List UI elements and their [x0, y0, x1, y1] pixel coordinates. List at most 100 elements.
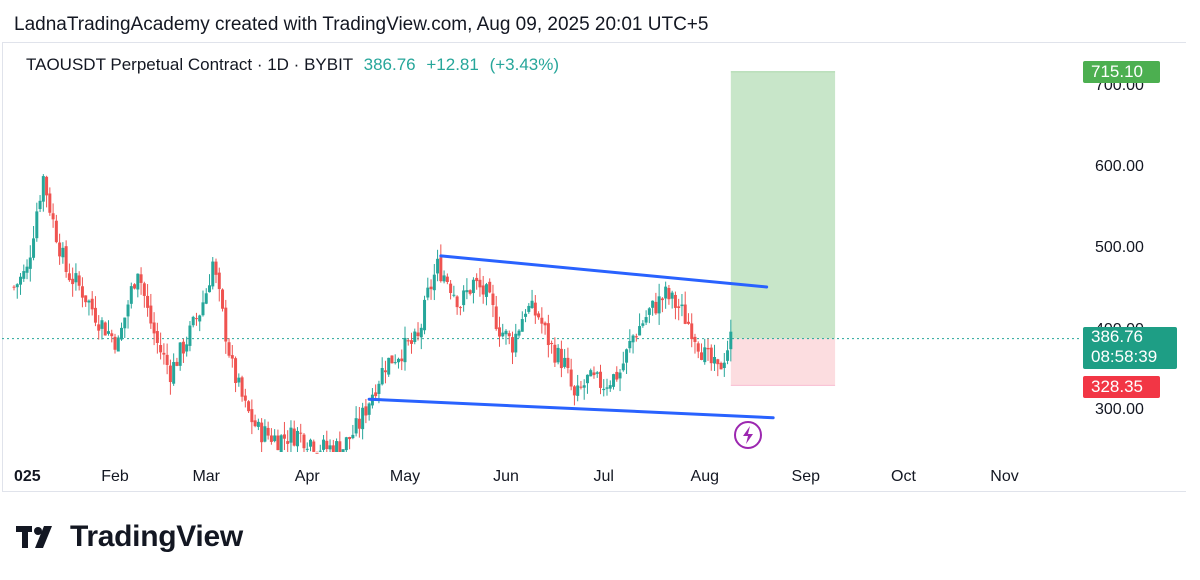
candle-body [331, 445, 335, 452]
candle-body [540, 317, 544, 324]
candle-body [481, 285, 485, 295]
candle-body [234, 358, 238, 384]
candle-body [45, 176, 49, 196]
candle-body [335, 441, 339, 452]
candle-body [686, 321, 690, 324]
candle-body [90, 298, 94, 310]
target-price-tag: 715.10 [1083, 61, 1160, 83]
candle-body [97, 324, 101, 331]
candle-body [638, 326, 642, 336]
candle-body [61, 247, 65, 258]
candle-body [497, 327, 501, 337]
y-tick-label: 500.00 [1095, 239, 1144, 256]
candle-body [410, 340, 414, 344]
candle-body [354, 418, 358, 434]
candle-body [289, 427, 293, 443]
candle-body [491, 293, 495, 306]
candle-body [589, 370, 593, 377]
candle-body [572, 386, 576, 396]
candle-body [618, 372, 622, 379]
x-tick-label: 025 [14, 468, 41, 485]
candle-body [699, 352, 703, 360]
candle-body [74, 273, 78, 283]
candle-body [501, 332, 505, 337]
candle-body [237, 377, 241, 383]
candle-body [113, 336, 117, 350]
candle-body [478, 279, 482, 288]
symbol-title[interactable]: TAOUSDT Perpetual Contract · 1D · BYBIT [26, 55, 353, 74]
candle-body [110, 333, 114, 337]
candle-body [116, 337, 120, 352]
candle-body [423, 299, 427, 331]
candle-body [696, 343, 700, 352]
candle-body [142, 283, 146, 296]
candle-body [221, 289, 225, 309]
current-price-text: 386.76 [1091, 327, 1143, 346]
candle-body [77, 275, 81, 286]
price-change: +12.81 [426, 55, 479, 74]
candle-body [514, 333, 518, 353]
candle-body [576, 385, 580, 396]
candle-body [38, 200, 42, 210]
candle-body [507, 333, 511, 337]
candle-body [703, 347, 707, 363]
candle-body [546, 323, 550, 346]
x-tick-label: May [390, 468, 420, 485]
lightning-bolt-icon [743, 426, 753, 444]
candle-body [634, 336, 638, 338]
candle-body [260, 422, 264, 443]
candle-body [194, 318, 198, 320]
candle-body [393, 362, 397, 364]
stop-price-tag: 328.35 [1083, 376, 1160, 398]
candle-body [54, 220, 58, 243]
candle-body [592, 372, 596, 376]
candle-body [32, 238, 36, 258]
candle-body [344, 437, 348, 451]
candle-body [475, 277, 479, 282]
candle-body [299, 432, 303, 434]
candle-body [364, 406, 368, 416]
candle-body [706, 347, 710, 350]
candle-body [227, 342, 231, 356]
candle-body [207, 285, 211, 293]
candle-body [494, 306, 498, 330]
candle-body [416, 332, 420, 337]
brand-name: TradingView [70, 520, 243, 553]
candle-body [361, 407, 365, 430]
candle-body [429, 286, 433, 290]
chart-panel[interactable] [2, 42, 1186, 492]
candle-body [309, 439, 313, 447]
candle-body [295, 430, 299, 447]
candle-body [403, 337, 407, 363]
last-price: 386.76 [363, 55, 416, 74]
candle-body [569, 369, 573, 387]
price-change-percent: (+3.43%) [489, 55, 560, 74]
candle-body [537, 313, 541, 318]
candle-body [357, 418, 361, 429]
candle-body [374, 392, 378, 397]
candle-body [471, 279, 475, 294]
y-tick-label: 600.00 [1095, 158, 1144, 175]
candle-body [22, 271, 26, 279]
candle-body [211, 261, 215, 287]
candle-body [484, 284, 488, 297]
target-price-text: 715.10 [1091, 62, 1143, 81]
candle-body [276, 435, 280, 451]
candle-body [445, 276, 449, 283]
profit-zone [730, 71, 836, 339]
candle-body [129, 286, 133, 304]
candle-body [455, 296, 459, 308]
candle-body [550, 342, 554, 345]
candle-body [729, 331, 733, 350]
candle-body [442, 275, 446, 282]
candle-body [28, 257, 32, 269]
symbol-legend[interactable]: TAOUSDT Perpetual Contract · 1D · BYBIT … [26, 55, 559, 75]
candle-body [543, 322, 547, 326]
x-tick-label: Jun [493, 468, 519, 485]
candle-body [449, 283, 453, 294]
candle-body [71, 278, 75, 285]
candle-body [282, 434, 286, 439]
candle-body [726, 350, 730, 361]
x-tick-label: Aug [691, 468, 719, 485]
